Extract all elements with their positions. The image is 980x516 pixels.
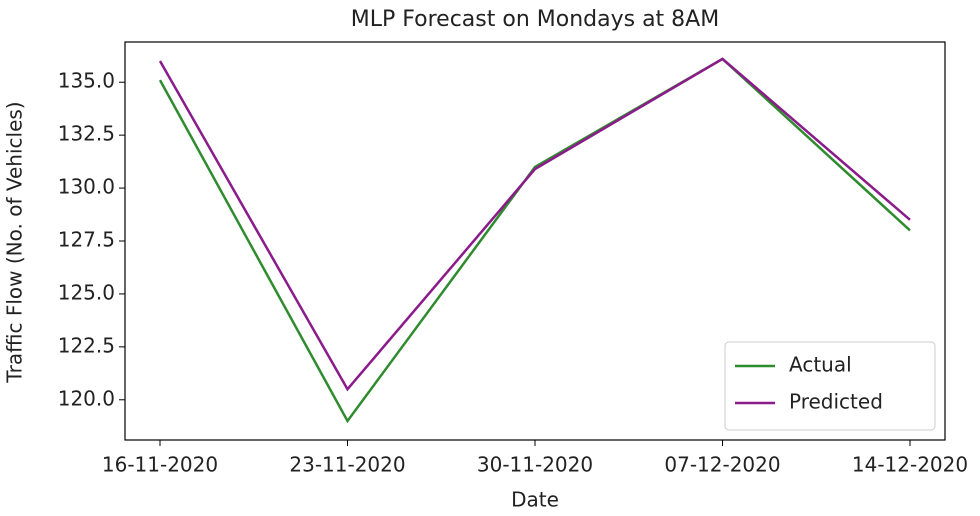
y-tick-label: 125.0: [58, 280, 115, 304]
y-axis-label: Traffic Flow (No. of Vehicles): [3, 101, 27, 383]
data-line: [158, 57, 911, 392]
y-tick-label: 127.5: [58, 228, 115, 252]
y-tick-label: 132.5: [58, 122, 115, 146]
x-axis-label: Date: [511, 488, 559, 512]
legend-box: [724, 341, 936, 431]
x-tick-label: 16-11-2020: [102, 453, 218, 477]
chart-title: MLP Forecast on Mondays at 8AM: [351, 7, 719, 32]
legend-label: Actual: [789, 353, 852, 377]
x-tick-label: 14-12-2020: [852, 453, 968, 477]
y-tick-label: 135.0: [58, 69, 115, 93]
legend-label: Predicted: [789, 390, 883, 414]
x-tick-label: 23-11-2020: [289, 453, 405, 477]
y-tick-label: 122.5: [58, 333, 115, 357]
y-tick-label: 130.0: [58, 175, 115, 199]
data-line: [158, 57, 911, 424]
x-tick-label: 07-12-2020: [664, 453, 780, 477]
x-tick-label: 30-11-2020: [477, 453, 593, 477]
y-tick-label: 120.0: [58, 386, 115, 410]
